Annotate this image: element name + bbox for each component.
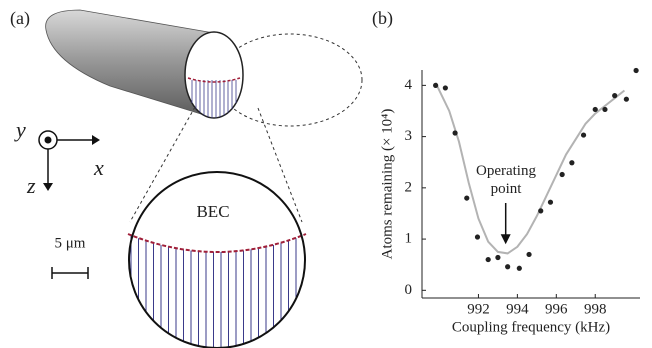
bec-edge: [187, 77, 241, 83]
data-point: [612, 93, 618, 99]
y-tick-label: 2: [405, 179, 413, 195]
data-point: [452, 130, 458, 136]
cross-section: [184, 31, 244, 119]
y-tick-label: 0: [405, 282, 413, 298]
x-tick-label: 996: [545, 301, 568, 317]
panel-a: (a) BEC y x z 5 μm: [10, 8, 363, 348]
data-point: [633, 67, 639, 74]
data-point: [602, 106, 608, 113]
arrow-head: [500, 234, 511, 245]
data-point: [516, 265, 522, 271]
axis-dot: [44, 136, 52, 144]
y-tick-label: 1: [405, 231, 413, 247]
data-point: [559, 171, 565, 178]
bec-edge: [127, 233, 307, 253]
x-tick-label: 992: [467, 301, 490, 317]
y-tick-label: 3: [405, 128, 413, 144]
data-point: [505, 264, 511, 270]
data-point: [538, 208, 544, 214]
zoom-line: [257, 107, 303, 223]
data-point: [580, 132, 587, 138]
data-point: [623, 96, 629, 102]
axis-z: z: [26, 173, 36, 198]
axis-x: x: [93, 155, 104, 180]
scale-label: 5 μm: [55, 235, 86, 251]
data-point: [464, 195, 470, 201]
fit-curve: [434, 82, 626, 255]
data-point: [569, 160, 575, 166]
data-point: [433, 82, 439, 88]
data-point: [526, 251, 532, 258]
zoom-circle: [128, 171, 306, 348]
axis-y: y: [14, 117, 26, 142]
y-tick-label: 4: [405, 77, 413, 93]
region-label: BEC: [196, 202, 229, 221]
y-axis-label: Atoms remaining (× 10⁴): [379, 109, 395, 260]
x-tick-label: 998: [584, 301, 607, 317]
arrow-head: [43, 183, 53, 191]
x-axis-label: Coupling frequency (kHz): [452, 319, 610, 335]
x-tick-label: 994: [506, 301, 529, 317]
data-point: [592, 106, 598, 113]
panel-label: (b): [372, 8, 393, 29]
data-point: [495, 254, 501, 261]
data-point: [547, 199, 554, 205]
data-point: [485, 256, 491, 263]
arrow-head: [92, 135, 100, 145]
data-point: [442, 85, 448, 91]
cylinder: [45, 9, 215, 119]
annotation: Operating point: [476, 163, 536, 197]
panel-label: (a): [10, 8, 30, 29]
zoom-line: [129, 106, 196, 223]
field-lines: [127, 77, 307, 348]
data-point: [474, 234, 481, 240]
panel-b: (b) Coupling frequency (kHz) Atoms remai…: [372, 8, 640, 335]
